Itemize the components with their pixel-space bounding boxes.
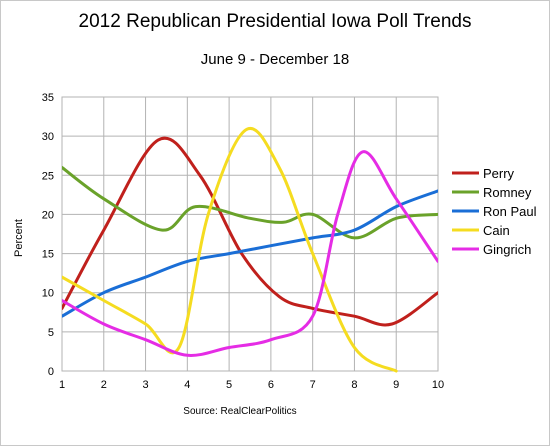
series-line-ron-paul bbox=[62, 189, 438, 318]
legend-label: Gingrich bbox=[483, 242, 531, 257]
y-tick-label: 0 bbox=[48, 366, 54, 378]
legend-item: Cain bbox=[452, 223, 510, 238]
series-line-cain bbox=[62, 126, 398, 373]
legend-label: Romney bbox=[483, 185, 532, 200]
y-tick-label: 10 bbox=[42, 288, 54, 300]
y-tick-label: 20 bbox=[42, 209, 54, 221]
x-tick-label: 5 bbox=[226, 379, 232, 391]
x-tick-label: 2 bbox=[101, 379, 107, 391]
plot-background bbox=[62, 97, 438, 371]
x-tick-label: 4 bbox=[184, 379, 190, 391]
legend-label: Perry bbox=[483, 166, 515, 181]
x-tick-label: 8 bbox=[351, 379, 357, 391]
legend: Perry Romney Ron Paul Cain Gingrich bbox=[452, 166, 537, 257]
chart-subtitle: June 9 - December 18 bbox=[201, 51, 349, 68]
series-line-gingrich bbox=[62, 150, 438, 357]
x-tick-label: 9 bbox=[393, 379, 399, 391]
legend-item: Romney bbox=[452, 185, 532, 200]
source-note: Source: RealClearPolitics bbox=[183, 406, 296, 417]
legend-label: Ron Paul bbox=[483, 204, 537, 219]
x-tick-label: 1 bbox=[59, 379, 65, 391]
y-tick-label: 5 bbox=[48, 327, 54, 339]
y-axis-label: Percent bbox=[13, 219, 25, 257]
plot-area: 0 5 10 15 20 25 30 35 1 2 3 4 5 6 7 8 9 10 bbox=[42, 92, 444, 391]
series-line-romney bbox=[62, 166, 438, 240]
chart-title: 2012 Republican Presidential Iowa Poll T… bbox=[79, 11, 472, 32]
y-tick-label: 35 bbox=[42, 92, 54, 104]
legend-label: Cain bbox=[483, 223, 510, 238]
x-tick-label: 6 bbox=[268, 379, 274, 391]
legend-item: Gingrich bbox=[452, 242, 531, 257]
plot-border bbox=[61, 96, 439, 372]
x-tick-label: 3 bbox=[142, 379, 148, 391]
y-tick-label: 15 bbox=[42, 249, 54, 261]
series-line-perry bbox=[62, 136, 438, 327]
x-tick-label: 7 bbox=[310, 379, 316, 391]
legend-item: Ron Paul bbox=[452, 204, 537, 219]
y-tick-label: 25 bbox=[42, 170, 54, 182]
y-tick-label: 30 bbox=[42, 131, 54, 143]
x-tick-label: 10 bbox=[432, 379, 444, 391]
legend-item: Perry bbox=[452, 166, 515, 181]
